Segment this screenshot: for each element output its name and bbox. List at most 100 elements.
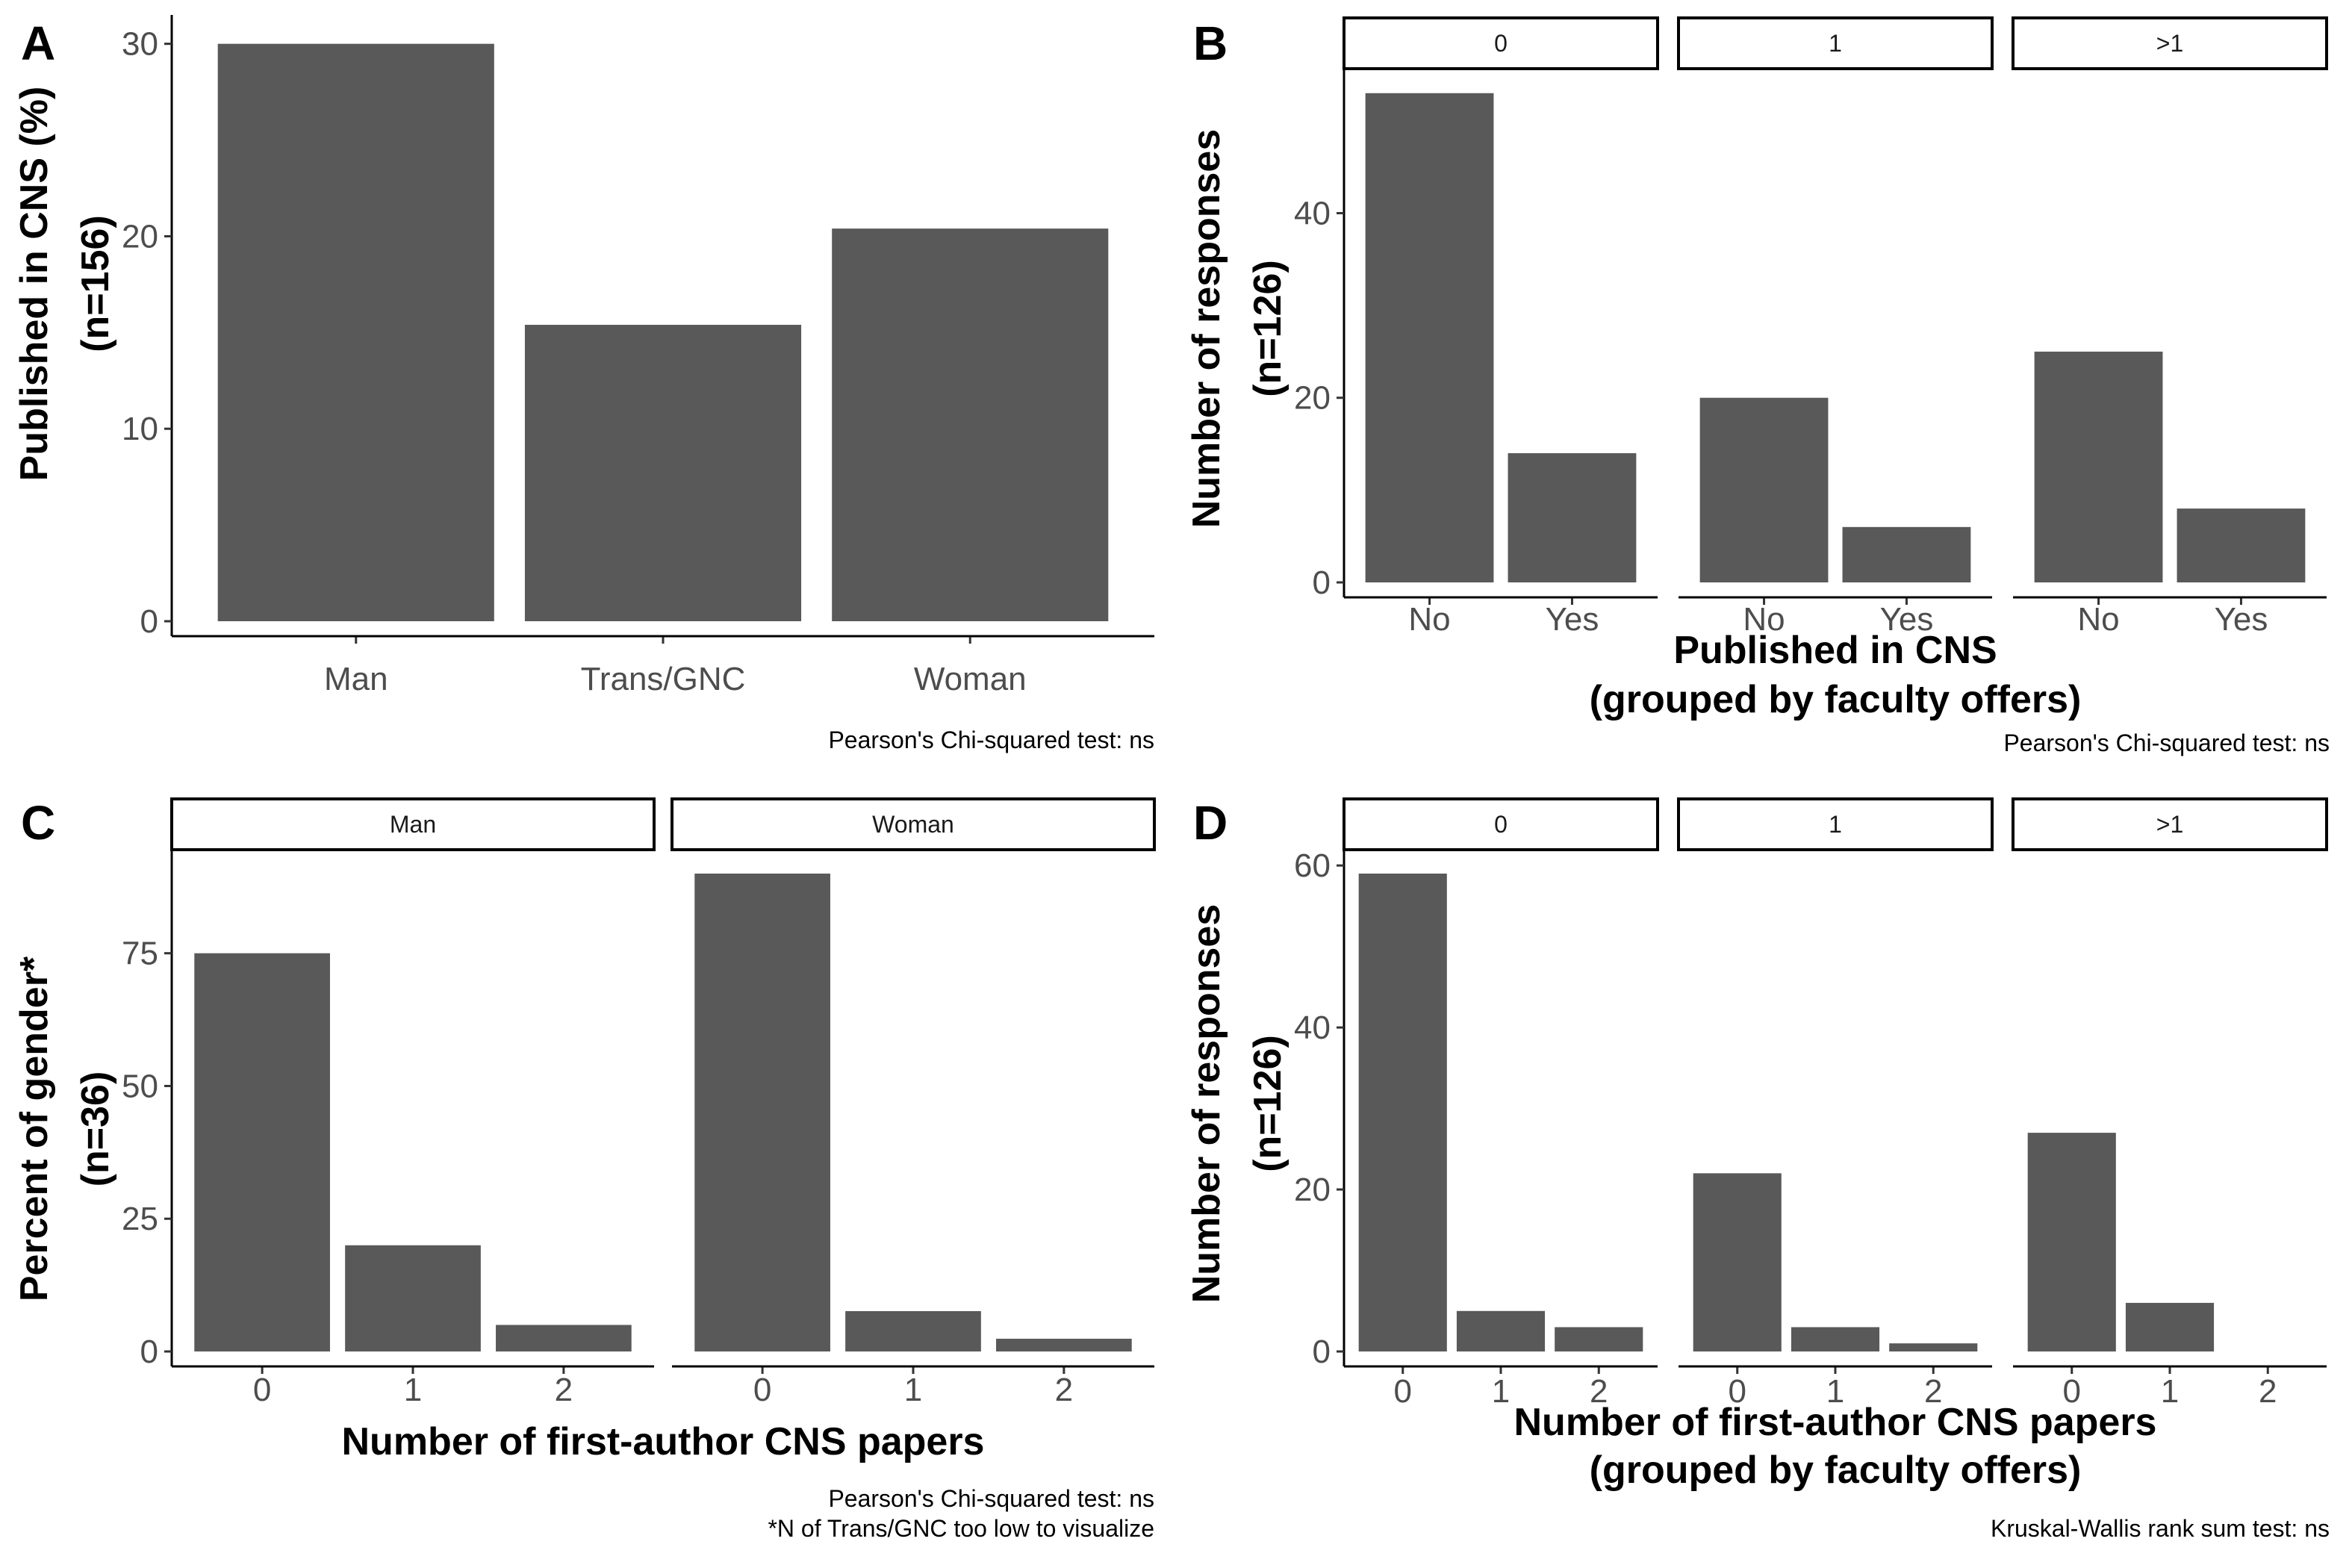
facet-strip	[1343, 16, 1659, 70]
bar-Man-0	[194, 953, 330, 1351]
bar->1-0	[2027, 1133, 2116, 1351]
bar-Man-1	[345, 1245, 481, 1351]
x-tick-label: 0	[1394, 1373, 1412, 1410]
caption: *N of Trans/GNC too low to visualize	[768, 1515, 1154, 1542]
facet-strip-label: Woman	[872, 811, 954, 838]
caption: Pearson's Chi-squared test: ns	[2003, 729, 2330, 756]
bar--Man	[217, 43, 494, 621]
facet-2: >1 0 1 2	[2012, 797, 2328, 1410]
facet-1: 1 No Yes	[1677, 16, 1994, 638]
bar-1-Yes	[1842, 526, 1971, 582]
bar-1-1	[1791, 1327, 1880, 1351]
bar-1-0	[1693, 1173, 1782, 1351]
x-tick-label: 1	[904, 1372, 922, 1408]
x-tick-label: Yes	[1546, 601, 1599, 638]
x-tick-label: 1	[1826, 1373, 1844, 1410]
facet-strip-label: 1	[1829, 811, 1842, 838]
caption: Pearson's Chi-squared test: ns	[828, 1485, 1154, 1512]
y-axis-title: (n=126)	[1246, 1035, 1289, 1172]
panel-label: D	[1193, 796, 1228, 850]
y-tick-label: 40	[1294, 1009, 1331, 1046]
y-axis-title: Published in CNS (%)	[13, 87, 56, 482]
y-tick-label: 20	[1294, 380, 1331, 417]
x-tick-label: 1	[2161, 1373, 2179, 1410]
y-tick-label: 30	[122, 26, 158, 63]
y-axis-title: Percent of gender*	[13, 956, 56, 1301]
facet-strip	[170, 797, 656, 851]
panel-b: B 0 No Yes 1 No Yes >1 No Yes 0 20 40 Number of respo…	[1185, 16, 2330, 756]
bar-0-0	[1358, 874, 1447, 1351]
x-axis-title: Number of first-author CNS papers	[1514, 1401, 2157, 1444]
x-axis-title: Number of first-author CNS papers	[342, 1420, 985, 1463]
facet-strip-label: Man	[390, 811, 436, 838]
facet-0: 0 No Yes	[1343, 16, 1659, 638]
bar->1-1	[2125, 1302, 2215, 1351]
x-tick-label: 2	[1924, 1373, 1942, 1410]
panel-a: A Man Trans/GNC Woman 0 10 20 30 Published in CN…	[13, 15, 1154, 753]
x-axis-title: Published in CNS	[1673, 629, 1997, 672]
y-axis: 0 10 20 30	[122, 15, 173, 640]
x-tick-label: Yes	[2215, 601, 2268, 638]
facet-strip	[1677, 16, 1994, 70]
panel-label: A	[21, 16, 55, 70]
bar-0-Yes	[1508, 452, 1637, 582]
bar--Woman	[832, 228, 1109, 622]
facet-strip-label: 1	[1829, 30, 1842, 57]
y-axis: 0 20 40 60	[1294, 847, 1345, 1370]
y-tick-label: 75	[122, 936, 158, 972]
bar--Trans/GNC	[524, 325, 802, 621]
y-tick-label: 10	[122, 411, 158, 447]
y-tick-label: 25	[122, 1201, 158, 1237]
y-tick-label: 0	[1313, 1334, 1331, 1370]
x-axis-title: (grouped by faculty offers)	[1590, 678, 2082, 721]
facet-2: >1 No Yes	[2012, 16, 2328, 638]
facet-strip-label: >1	[2156, 30, 2183, 57]
y-tick-label: 50	[122, 1068, 158, 1104]
x-tick-label: 2	[555, 1372, 573, 1408]
y-axis-title: Number of responses	[1185, 129, 1228, 529]
facet-strip	[2012, 797, 2328, 851]
y-tick-label: 60	[1294, 847, 1331, 884]
facet-1: Woman 0 1 2	[671, 797, 1156, 1408]
y-tick-label: 40	[1294, 195, 1331, 231]
x-tick-label: 0	[753, 1372, 771, 1408]
facet-strip	[1677, 797, 1994, 851]
facet-0: Man 0 1 2	[170, 797, 656, 1408]
bar->1-Yes	[2177, 508, 2306, 582]
x-tick-label: 2	[2259, 1373, 2277, 1410]
y-tick-label: 0	[1313, 564, 1331, 601]
y-axis-title: (n=126)	[1246, 260, 1289, 397]
x-tick-label: 0	[2063, 1373, 2081, 1410]
x-tick-label: Man	[324, 661, 388, 697]
x-tick-label: 2	[1590, 1373, 1608, 1410]
panel-c: C Man 0 1 2 Woman 0 1 2 0 25 50 75 Percent of gender*…	[13, 796, 1156, 1542]
y-tick-label: 20	[1294, 1172, 1331, 1208]
y-axis-title: Number of responses	[1185, 904, 1228, 1304]
bar-Woman-2	[996, 1338, 1132, 1351]
facet-0: 0 0 1 2	[1343, 797, 1659, 1410]
facet-strip-label: >1	[2156, 811, 2183, 838]
x-tick-label: No	[2077, 601, 2119, 638]
x-tick-label: Yes	[1880, 601, 1934, 638]
y-tick-label: 20	[122, 218, 158, 255]
x-tick-label: 0	[1729, 1373, 1746, 1410]
y-tick-label: 0	[140, 603, 158, 640]
facet-strip-label: 0	[1494, 30, 1508, 57]
facet-1: 1 0 1 2	[1677, 797, 1994, 1410]
panel-label: C	[21, 796, 55, 850]
bar->1-No	[2034, 351, 2163, 582]
x-axis-title: (grouped by faculty offers)	[1590, 1449, 2082, 1492]
facet-strip	[2012, 16, 2328, 70]
caption: Pearson's Chi-squared test: ns	[828, 727, 1154, 753]
x-tick-label: Woman	[914, 661, 1027, 697]
x-tick-label: No	[1743, 601, 1785, 638]
bar-0-2	[1555, 1327, 1643, 1351]
facet-0: Man Trans/GNC Woman	[172, 43, 1154, 697]
x-tick-label: 1	[1492, 1373, 1510, 1410]
facet-strip	[1343, 797, 1659, 851]
facet-strip-label: 0	[1494, 811, 1508, 838]
y-axis-title: (n=36)	[74, 1071, 117, 1187]
x-tick-label: Trans/GNC	[581, 661, 746, 697]
